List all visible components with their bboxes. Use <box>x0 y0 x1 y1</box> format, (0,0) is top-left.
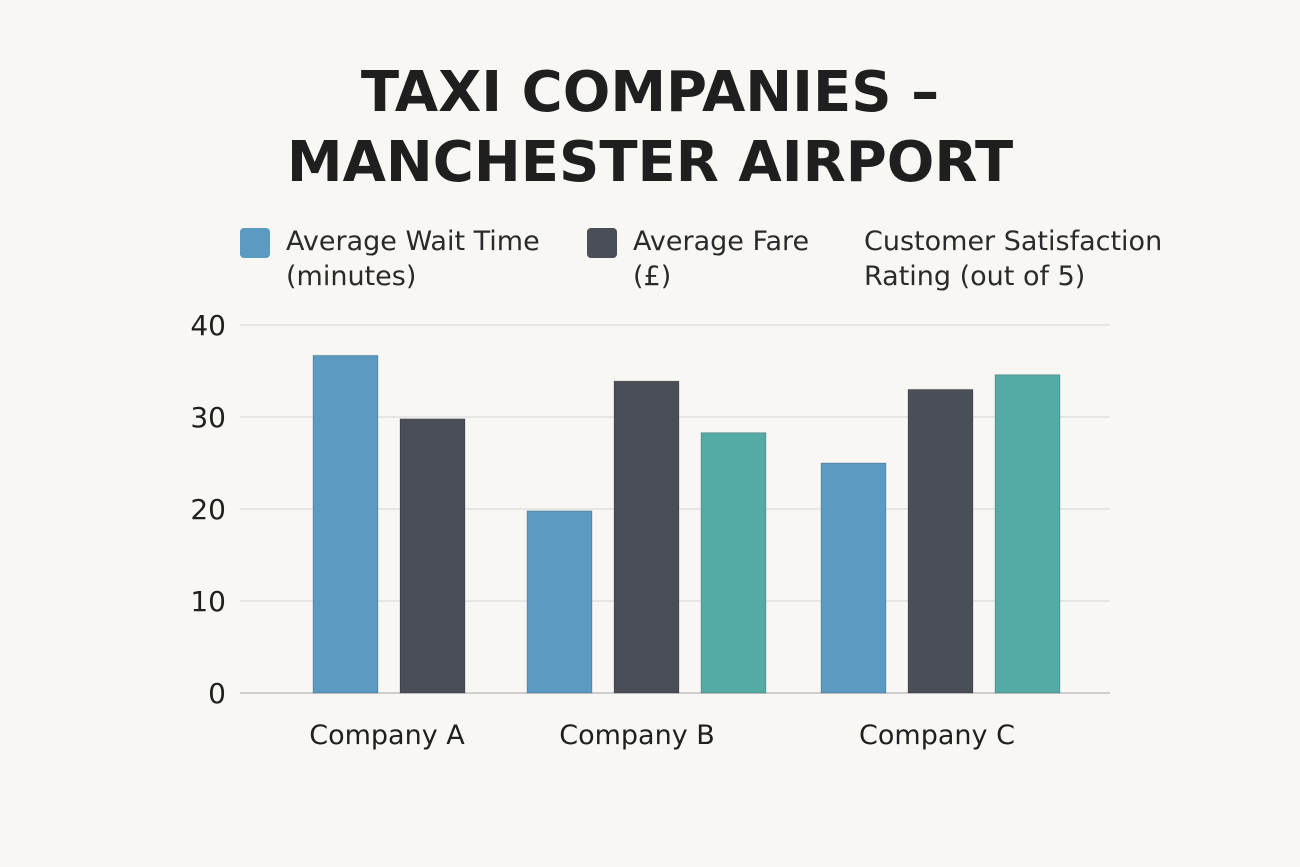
legend-label-satisfaction-line-1: Customer Satisfaction <box>864 226 1163 257</box>
y-tick-label: 40 <box>190 309 226 342</box>
legend-label-wait-time-line-1: Average Wait Time <box>286 226 540 257</box>
legend-label-wait-time-line-2: (minutes) <box>286 261 417 292</box>
bar-fare-company-b <box>613 380 680 694</box>
bar-satisfaction-company-b <box>700 432 767 694</box>
bar-wait-time-company-c <box>820 462 887 694</box>
chart-title: TAXI COMPANIES – MANCHESTER AIRPORT <box>0 58 1300 198</box>
y-tick-label: 20 <box>190 493 226 526</box>
y-tick-label: 0 <box>208 677 226 710</box>
legend-label-fare-line-2: (£) <box>633 261 672 292</box>
legend-item-fare: Average Fare (£) <box>587 224 809 294</box>
x-category-label: Company A <box>309 720 465 751</box>
y-tick-label: 10 <box>190 585 226 618</box>
x-category-label: Company C <box>859 720 1015 751</box>
x-category-label: Company B <box>559 720 715 751</box>
chart-title-line-1: TAXI COMPANIES – <box>360 60 940 125</box>
bar-fare-company-c <box>907 388 974 694</box>
chart-title-line-2: MANCHESTER AIRPORT <box>286 130 1014 195</box>
bar-wait-time-company-a <box>312 354 379 694</box>
legend-label-fare: Average Fare (£) <box>633 224 809 294</box>
legend-label-satisfaction: Customer Satisfaction Rating (out of 5) <box>864 224 1162 294</box>
legend-swatch-wait-time <box>240 228 270 258</box>
bar-wait-time-company-b <box>526 510 593 694</box>
chart-legend: Average Wait Time (minutes) Average Fare… <box>0 224 1300 304</box>
legend-label-wait-time: Average Wait Time (minutes) <box>286 224 540 294</box>
legend-item-wait-time: Average Wait Time (minutes) <box>240 224 540 294</box>
legend-swatch-fare <box>587 228 617 258</box>
legend-item-satisfaction: Customer Satisfaction Rating (out of 5) <box>864 224 1162 294</box>
bar-fare-company-a <box>399 418 466 694</box>
y-tick-label: 30 <box>190 401 226 434</box>
legend-label-satisfaction-line-2: Rating (out of 5) <box>864 261 1086 292</box>
legend-label-fare-line-1: Average Fare <box>633 226 810 257</box>
bar-satisfaction-company-c <box>994 374 1061 694</box>
